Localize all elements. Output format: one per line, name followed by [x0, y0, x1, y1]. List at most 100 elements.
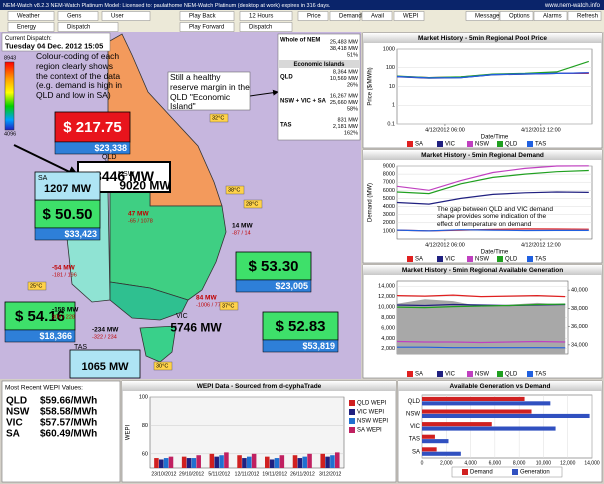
series-line: [396, 191, 589, 205]
toolbar-dropdown[interactable]: [57, 22, 119, 32]
region-demand: 1207 MW: [44, 183, 92, 195]
bar: [307, 453, 312, 468]
interconnector-limits: -181 / 196: [52, 272, 77, 278]
reserve-panel: [277, 33, 361, 141]
y-tick-label: 10: [389, 84, 395, 90]
wepi-region: QLD: [6, 396, 27, 407]
toolbar-button[interactable]: [567, 11, 602, 21]
legend-swatch: [512, 469, 518, 475]
chart-title-bar: [363, 33, 602, 43]
bar: [251, 453, 257, 468]
toolbar-button[interactable]: [533, 11, 568, 21]
interconnector-limits: -322 / 234: [92, 334, 117, 340]
playback-button-label: Play Back: [189, 14, 217, 20]
bar: [297, 458, 303, 468]
bar: [209, 453, 215, 468]
value-box: [235, 279, 312, 293]
region-price: $ 53.30: [248, 258, 298, 275]
bar: [159, 459, 164, 468]
legend-swatch: [527, 256, 533, 262]
bar: [279, 455, 285, 468]
interval-dropdown[interactable]: [239, 22, 293, 32]
island-value: 162%: [344, 130, 358, 136]
toolbar-dropdown[interactable]: [7, 22, 55, 32]
region-value: $23,338: [94, 143, 127, 153]
scale-min: 4096: [4, 131, 16, 137]
series-line: [397, 346, 566, 349]
temperature: 30°C: [156, 363, 168, 369]
period-dropdown[interactable]: [239, 11, 293, 21]
y2-tick-label: 36,000: [571, 324, 588, 330]
interconnector-limits: 300 / 228: [52, 314, 75, 320]
toolbar-button[interactable]: [465, 11, 500, 21]
region-demand: 8446 MW: [94, 168, 155, 184]
legend-swatch: [527, 141, 533, 147]
bar: [330, 455, 335, 468]
bar: [325, 456, 330, 468]
temperature-box: [209, 113, 229, 123]
toolbar-option[interactable]: [101, 11, 151, 21]
view-checkbox-label: Avail: [371, 14, 384, 20]
y-axis-label: Demand (MW): [368, 183, 374, 222]
view-checkbox[interactable]: [393, 11, 425, 21]
temperature: 25°C: [30, 283, 42, 289]
view-checkbox[interactable]: [329, 11, 361, 21]
bar: [320, 453, 325, 468]
legend-swatch: [462, 469, 468, 475]
view-checkbox[interactable]: [361, 11, 393, 21]
x-tick-label: 4,000: [464, 460, 477, 466]
price-box: [34, 199, 101, 229]
bar: [422, 413, 590, 419]
toolbar-button[interactable]: [499, 11, 534, 21]
island-value: 10,569 MW: [330, 76, 359, 82]
legend-label: SA: [415, 142, 423, 148]
chart-title: Available Generation vs Demand: [450, 383, 551, 390]
value-box: [262, 339, 339, 353]
bar: [292, 455, 298, 468]
legend-label: TAS: [535, 142, 546, 148]
x-axis-label: Date/Time: [481, 250, 509, 256]
legend-label: VIC: [445, 257, 456, 263]
legend-swatch: [527, 371, 533, 377]
interconnector-limits: -87 / 14: [232, 230, 251, 236]
temperature-box: [225, 185, 245, 195]
legend-swatch: [467, 371, 473, 377]
bar: [422, 426, 556, 431]
x-tick-label: 5/11/2012: [208, 471, 230, 477]
toolbar-option-label: User: [111, 14, 124, 20]
y-tick-label: 7000: [383, 180, 395, 186]
bar: [168, 456, 174, 468]
region-value: $33,423: [64, 229, 97, 239]
legend-label: QLD: [505, 372, 518, 378]
wepi-value: $57.57/MWh: [40, 418, 97, 429]
legend-label: VIC: [445, 372, 456, 378]
y-tick-label: 1: [392, 103, 395, 109]
annotation-arrow: [249, 89, 279, 97]
view-checkbox[interactable]: [297, 11, 329, 21]
reserve-value: 38,418 MW: [330, 46, 359, 52]
y-tick-label: NSW: [406, 411, 420, 417]
chart-title-bar: [363, 150, 602, 160]
legend-swatch: [467, 141, 473, 147]
legend-swatch: [407, 371, 413, 377]
region-name: TAS: [74, 344, 87, 351]
playback-button[interactable]: [179, 22, 235, 32]
island-value: 26%: [347, 82, 358, 88]
toolbar-option[interactable]: [7, 11, 55, 21]
plot-area: [396, 165, 593, 240]
temperature-box: [27, 281, 47, 291]
scale-max: 8943: [4, 55, 16, 61]
interconnector-limits: -1006 / 778: [196, 302, 224, 308]
toolbar-option[interactable]: [57, 11, 99, 21]
bar: [247, 456, 252, 468]
series-line: [396, 303, 566, 309]
playback-button[interactable]: [179, 11, 235, 21]
region-tas: [139, 325, 177, 363]
temperature-box: [219, 301, 239, 311]
view-checkbox-label: Demand: [339, 14, 362, 20]
chart-title: WEPI Data - Sourced from d-cyphaTrade: [197, 383, 322, 390]
legend-swatch: [349, 409, 355, 415]
x-tick-label: 29/10/2012: [179, 471, 204, 477]
temperature-box: [243, 199, 263, 209]
y-tick-label: 80: [142, 423, 148, 429]
